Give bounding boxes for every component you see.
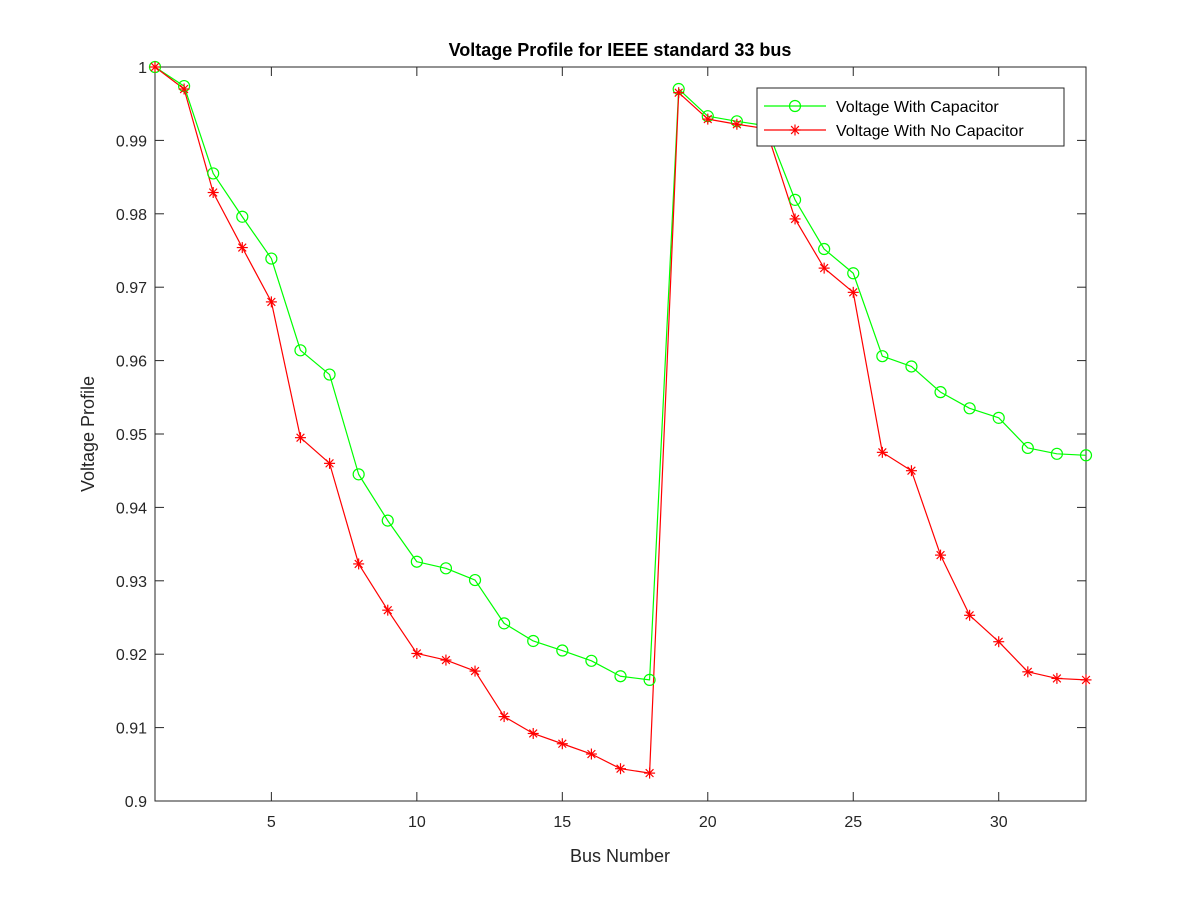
data-point-with-capacitor (468, 573, 482, 587)
y-tick-label: 0.99 (116, 133, 147, 150)
chart-title: Voltage Profile for IEEE standard 33 bus (449, 40, 792, 60)
data-point-with-capacitor (963, 402, 976, 415)
data-point-no-capacitor (993, 636, 1005, 648)
data-point-no-capacitor (207, 187, 219, 199)
data-point-with-capacitor (614, 670, 627, 683)
data-point-with-capacitor (788, 193, 802, 206)
data-point-no-capacitor (935, 549, 947, 561)
y-tick-label: 0.98 (116, 207, 147, 224)
data-point-with-capacitor (643, 673, 656, 686)
data-point-no-capacitor (818, 262, 830, 274)
data-point-no-capacitor (789, 213, 801, 225)
data-point-no-capacitor (498, 711, 510, 723)
legend: Voltage With Capacitor Voltage With No C… (756, 87, 1065, 147)
legend-label-no-capacitor: Voltage With No Capacitor (836, 123, 1024, 140)
data-point-with-capacitor (265, 252, 278, 265)
data-point-no-capacitor (905, 465, 917, 477)
data-point-with-capacitor (1021, 441, 1034, 455)
axis-ticks: 5 10 15 20 25 30 0.9 0.91 0.92 0.93 0.94 0.95 0.96 0.… (116, 60, 1086, 831)
data-point-with-capacitor (294, 344, 307, 357)
data-point-no-capacitor (585, 748, 597, 760)
data-point-no-capacitor (265, 296, 277, 308)
x-tick-label: 25 (844, 814, 862, 831)
data-point-no-capacitor (527, 727, 539, 739)
data-point-with-capacitor (439, 562, 453, 575)
data-point-with-capacitor (323, 368, 336, 381)
data-point-with-capacitor (934, 386, 947, 399)
data-point-with-capacitor (498, 617, 511, 630)
y-axis-label: Voltage Profile (78, 376, 98, 492)
y-tick-label: 1 (138, 60, 147, 77)
series-line-with-capacitor (154, 66, 1087, 681)
data-point-with-capacitor (1050, 447, 1064, 460)
legend-marker-asterisk-icon (789, 124, 801, 136)
data-point-with-capacitor (381, 514, 394, 527)
data-point-no-capacitor (556, 738, 568, 750)
data-point-with-capacitor (992, 411, 1005, 424)
legend-label-with-capacitor: Voltage With Capacitor (836, 99, 999, 116)
data-point-with-capacitor (876, 350, 889, 363)
data-point-no-capacitor (702, 113, 714, 125)
data-point-no-capacitor (1051, 672, 1063, 684)
data-point-with-capacitor (818, 242, 831, 256)
data-point-no-capacitor (149, 61, 161, 73)
data-point-no-capacitor (411, 647, 423, 659)
data-point-no-capacitor (294, 432, 306, 444)
y-tick-label: 0.94 (116, 500, 147, 517)
data-point-no-capacitor (324, 457, 336, 469)
y-tick-label: 0.97 (116, 280, 147, 297)
plot-area (154, 66, 1087, 802)
y-tick-label: 0.96 (116, 354, 147, 371)
data-point-no-capacitor (353, 558, 365, 570)
data-point-with-capacitor (1079, 449, 1093, 462)
data-point-no-capacitor (847, 286, 859, 298)
data-point-no-capacitor (469, 665, 481, 677)
x-axis-label: Bus Number (570, 846, 670, 866)
x-tick-label: 5 (267, 814, 276, 831)
data-point-with-capacitor (556, 644, 569, 657)
y-tick-label: 0.92 (116, 647, 147, 664)
y-tick-label: 0.93 (116, 574, 147, 591)
x-tick-label: 10 (408, 814, 426, 831)
x-tick-label: 30 (990, 814, 1008, 831)
data-point-with-capacitor (352, 468, 365, 481)
data-point-with-capacitor (905, 360, 918, 373)
data-point-no-capacitor (876, 446, 888, 458)
legend-box (756, 87, 1065, 147)
y-tick-label: 0.9 (125, 794, 147, 811)
data-point-no-capacitor (382, 604, 394, 616)
y-tick-label: 0.91 (116, 721, 147, 738)
data-point-no-capacitor (615, 763, 626, 775)
x-tick-label: 20 (699, 814, 717, 831)
data-point-with-capacitor (585, 654, 598, 667)
data-point-no-capacitor (236, 242, 248, 254)
data-point-with-capacitor (207, 167, 220, 180)
data-point-no-capacitor (731, 118, 743, 130)
data-point-no-capacitor (964, 609, 976, 621)
data-point-no-capacitor (1022, 666, 1034, 678)
data-point-with-capacitor (410, 555, 423, 568)
data-point-with-capacitor (847, 267, 860, 280)
series-markers (148, 60, 1093, 779)
data-point-no-capacitor (644, 767, 656, 779)
data-point-with-capacitor (527, 634, 540, 648)
legend-marker-circle-icon (788, 99, 802, 113)
data-point-no-capacitor (673, 87, 685, 99)
x-tick-label: 15 (553, 814, 571, 831)
data-point-no-capacitor (178, 83, 190, 95)
y-tick-label: 0.95 (116, 427, 147, 444)
data-point-no-capacitor (440, 654, 452, 666)
data-point-with-capacitor (236, 210, 249, 223)
data-point-no-capacitor (1080, 674, 1092, 686)
